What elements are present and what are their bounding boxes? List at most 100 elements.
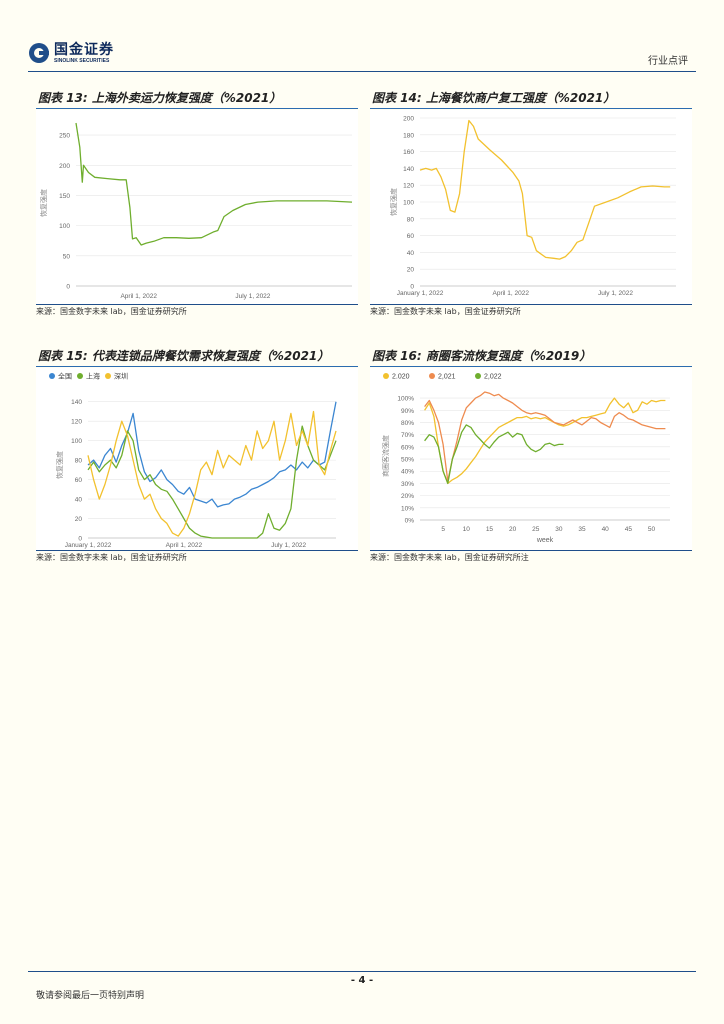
y-tick-label: 10% [401, 505, 414, 512]
x-tick-label: January 1, 2022 [65, 542, 112, 549]
figure-13-chart: 0 50 100 150 200 250 April 1, 2022 July 1, 2022… [36, 110, 358, 305]
series-line [87, 425, 337, 539]
x-tick-label: January 1, 2022 [397, 290, 444, 297]
y-tick-label: 40 [75, 497, 83, 504]
y-tick-label: 100 [71, 438, 82, 445]
series-line [424, 391, 666, 482]
y-tick-label: 200 [403, 116, 414, 123]
y-tick-label: 20 [75, 516, 83, 523]
y-tick-label: 0 [78, 536, 82, 543]
x-tick-label: July 1, 2022 [598, 290, 633, 297]
legend-marker [383, 373, 389, 379]
y-axis-label: 恢复强度 [389, 188, 398, 216]
x-tick-label: 15 [486, 526, 494, 533]
y-tick-label: 160 [403, 149, 414, 156]
figure-source: 来源：国金数字未来 lab，国金证券研究所 [370, 307, 521, 316]
x-axis-label: week [536, 537, 554, 544]
legend-marker [429, 373, 435, 379]
x-tick-label: 5 [441, 526, 445, 533]
y-tick-label: 50 [63, 253, 71, 260]
y-axis-label: 商圈客流强度 [381, 435, 390, 477]
legend-label: 2.020 [392, 374, 410, 381]
y-tick-label: 30% [401, 481, 414, 488]
y-axis-label: 恢复强度 [55, 451, 64, 479]
y-tick-label: 60 [75, 477, 83, 484]
y-tick-label: 40 [407, 250, 415, 257]
x-tick-label: April 1, 2022 [120, 293, 157, 300]
figure-16-chart: 0% 10% 20% 30% 40% 50% 60% 70% 80% 90% 100% 5 10 15 20… [370, 368, 692, 551]
x-tick-label: 40 [602, 526, 610, 533]
x-tick-label: July 1, 2022 [271, 542, 306, 549]
legend-marker [475, 373, 481, 379]
legend-label: 2,022 [484, 374, 502, 381]
series-line [87, 401, 337, 508]
y-tick-label: 90% [401, 408, 414, 415]
figure-source: 来源：国金数字未来 lab，国金证券研究所 [36, 307, 187, 316]
legend-marker [105, 373, 111, 379]
figure-source: 来源：国金数字未来 lab，国金证券研究所注 [370, 553, 529, 562]
y-tick-label: 100 [59, 223, 70, 230]
line-chart: 0 20 40 60 80 100 120 140 January 1, 2022 April 1… [49, 372, 337, 549]
legend-label: 上海 [86, 372, 100, 381]
footer-divider [28, 971, 696, 972]
series-line [75, 122, 353, 246]
y-tick-label: 140 [71, 399, 82, 406]
x-tick-label: 45 [625, 526, 633, 533]
x-tick-label: July 1, 2022 [235, 293, 270, 300]
y-tick-label: 60 [407, 233, 415, 240]
disclaimer-note: 敬请参阅最后一页特别声明 [36, 991, 145, 1001]
x-tick-label: April 1, 2022 [166, 542, 203, 549]
report-type: 行业点评 [648, 56, 688, 67]
page-number: - 4 - [350, 975, 374, 986]
figure-title: 图表 16: 商圈客流恢复强度（%2019） [370, 346, 692, 367]
series-line [424, 424, 564, 485]
y-tick-label: 0 [66, 284, 70, 291]
figure-title: 图表 15: 代表连锁品牌餐饮需求恢复强度（%2021） [36, 346, 358, 367]
y-axis-label: 恢复强度 [39, 189, 48, 217]
figure-14-chart: 0 20 40 60 80 100 120 140 160 180 200 January 1, 20… [370, 110, 692, 305]
figure-title: 图表 14: 上海餐饮商户复工强度（%2021） [370, 88, 692, 109]
figure-14-panel: 图表 14: 上海餐饮商户复工强度（%2021） 0 20 40 60 80 100 120… [370, 88, 692, 320]
y-tick-label: 0 [410, 284, 414, 291]
series-line [87, 410, 337, 537]
line-chart: 0% 10% 20% 30% 40% 50% 60% 70% 80% 90% 100% 5 10 15 20… [381, 373, 670, 544]
y-tick-label: 250 [59, 133, 70, 140]
y-tick-label: 70% [401, 432, 414, 439]
x-tick-label: 25 [532, 526, 540, 533]
x-tick-label: April 1, 2022 [493, 290, 530, 297]
y-tick-label: 60% [401, 444, 414, 451]
y-tick-label: 100 [403, 200, 414, 207]
y-tick-label: 50% [401, 457, 414, 464]
y-tick-label: 80 [75, 458, 83, 465]
y-tick-label: 0% [405, 518, 415, 525]
legend-marker [77, 373, 83, 379]
figure-15-chart: 0 20 40 60 80 100 120 140 January 1, 2022 April 1… [36, 368, 358, 551]
figure-16-panel: 图表 16: 商圈客流恢复强度（%2019） 0% 10% 20% 30% 40% 50%… [370, 346, 692, 568]
legend-label: 深圳 [114, 372, 128, 381]
y-tick-label: 20% [401, 493, 414, 500]
header-divider [28, 71, 696, 72]
x-tick-label: 35 [578, 526, 586, 533]
y-tick-label: 100% [397, 396, 414, 403]
y-tick-label: 150 [59, 193, 70, 200]
figure-13-panel: 图表 13: 上海外卖运力恢复强度（%2021） 0 50 100 150 200 250… [36, 88, 358, 320]
company-logo: 国金证券 SINOLINK SECURITIES [28, 40, 114, 66]
y-tick-label: 80 [407, 216, 415, 223]
y-tick-label: 120 [403, 183, 414, 190]
figure-source: 来源：国金数字未来 lab，国金证券研究所 [36, 553, 187, 562]
y-tick-label: 20 [407, 267, 415, 274]
y-tick-label: 120 [71, 419, 82, 426]
series-line [419, 119, 671, 260]
y-tick-label: 200 [59, 163, 70, 170]
y-tick-label: 140 [403, 166, 414, 173]
x-tick-label: 30 [555, 526, 563, 533]
line-chart: 0 50 100 150 200 250 April 1, 2022 July 1, 2022… [39, 122, 353, 300]
legend-label: 2,021 [438, 374, 456, 381]
figure-title: 图表 13: 上海外卖运力恢复强度（%2021） [36, 88, 358, 109]
line-chart: 0 20 40 60 80 100 120 140 160 180 200 January 1, 20… [389, 116, 676, 297]
y-tick-label: 180 [403, 132, 414, 139]
figure-15-panel: 图表 15: 代表连锁品牌餐饮需求恢复强度（%2021） 0 20 40 60 80 10… [36, 346, 358, 568]
logo-english-name: SINOLINK SECURITIES [54, 57, 110, 64]
x-tick-label: 10 [463, 526, 471, 533]
series-line [424, 397, 666, 485]
